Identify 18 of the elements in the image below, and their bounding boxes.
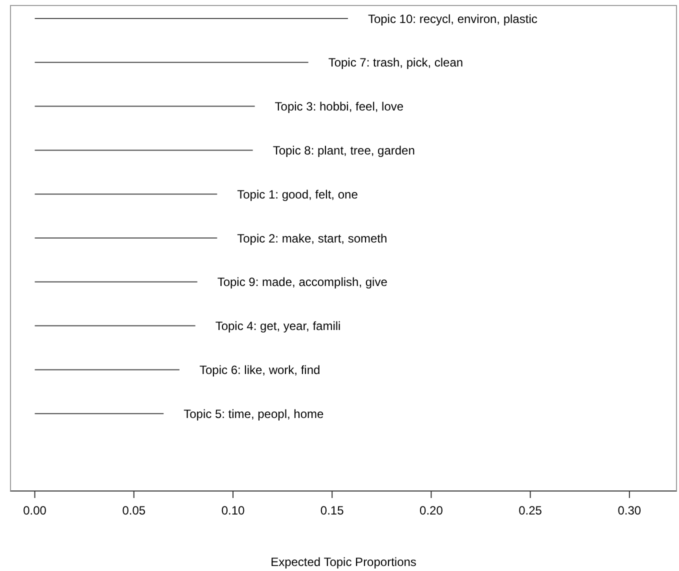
x-tick-label: 0.15 bbox=[320, 504, 344, 518]
y-tick-label: Topic 10: recycl, environ, plastic bbox=[368, 12, 538, 26]
x-axis-title: Expected Topic Proportions bbox=[270, 555, 416, 569]
y-tick-label: Topic 7: trash, pick, clean bbox=[328, 56, 464, 70]
y-tick-label: Topic 1: good, felt, one bbox=[237, 187, 358, 202]
y-tick-label: Topic 4: get, year, famili bbox=[215, 319, 341, 334]
y-tick-label: Topic 8: plant, tree, garden bbox=[272, 143, 415, 158]
x-tick-label: 0.05 bbox=[122, 504, 146, 518]
y-tick-label: Topic 5: time, peopl, home bbox=[184, 406, 324, 421]
x-tick-label: 0.00 bbox=[23, 504, 47, 518]
y-tick-label: Topic 9: made, accomplish, give bbox=[217, 275, 388, 290]
x-tick-label: 0.10 bbox=[221, 504, 245, 518]
y-tick-label: Topic 6: like, work, find bbox=[199, 362, 320, 377]
x-tick-label: 0.25 bbox=[518, 504, 542, 518]
x-tick-label: 0.30 bbox=[618, 504, 642, 518]
x-tick-label: 0.20 bbox=[420, 504, 444, 518]
y-tick-label: Topic 3: hobbi, feel, love bbox=[274, 100, 404, 114]
y-tick-label: Topic 2: make, start, someth bbox=[237, 231, 388, 246]
